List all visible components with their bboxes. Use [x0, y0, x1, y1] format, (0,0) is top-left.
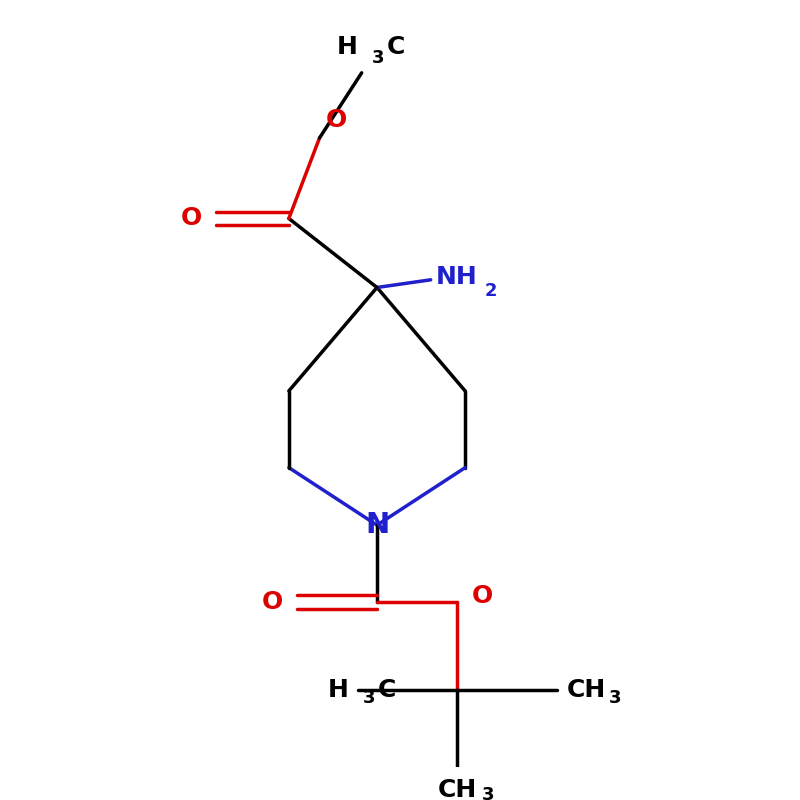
Text: 3: 3	[482, 786, 494, 800]
Text: C: C	[387, 35, 406, 59]
Text: O: O	[262, 590, 282, 614]
Text: H: H	[328, 678, 349, 702]
Text: CH: CH	[438, 778, 477, 800]
Text: NH: NH	[436, 265, 478, 289]
Text: O: O	[471, 584, 493, 608]
Text: O: O	[181, 206, 202, 230]
Text: CH: CH	[566, 678, 606, 702]
Text: 3: 3	[372, 49, 384, 66]
Text: N: N	[365, 511, 389, 539]
Text: O: O	[326, 108, 347, 132]
Text: C: C	[378, 678, 396, 702]
Text: H: H	[337, 35, 358, 59]
Text: 3: 3	[609, 689, 621, 706]
Text: 3: 3	[362, 689, 375, 706]
Text: 2: 2	[484, 282, 497, 299]
